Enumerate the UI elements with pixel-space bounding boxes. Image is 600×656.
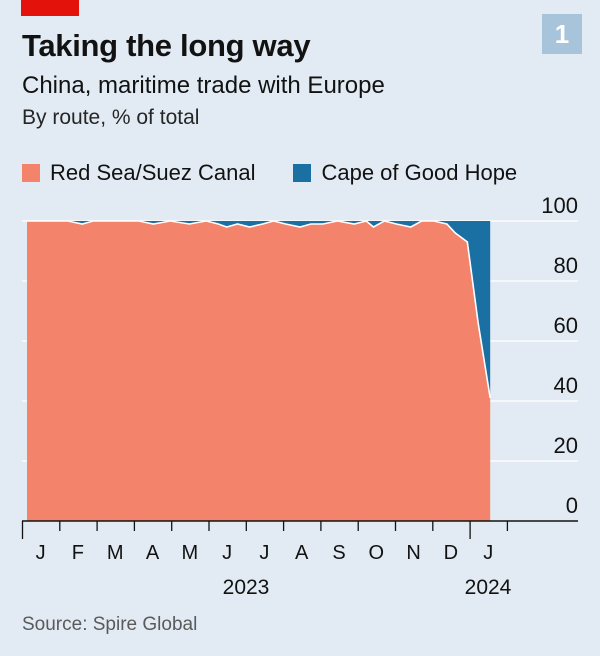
legend-item-cape: Cape of Good Hope xyxy=(293,160,517,186)
legend-swatch-cape xyxy=(293,164,312,182)
x-month-label: O xyxy=(369,542,385,564)
x-month-label: J xyxy=(259,542,269,564)
y-tick-label: 0 xyxy=(566,493,578,518)
x-year-label: 2023 xyxy=(223,576,270,599)
x-month-label: F xyxy=(72,542,84,564)
chart-subtitle: China, maritime trade with Europe xyxy=(22,72,385,99)
x-month-label: D xyxy=(444,542,458,564)
legend-label-cape: Cape of Good Hope xyxy=(321,160,518,185)
y-tick-label: 60 xyxy=(554,313,578,338)
legend-label-red-sea: Red Sea/Suez Canal xyxy=(50,160,256,185)
stacked-areas xyxy=(27,220,491,521)
x-month-label: J xyxy=(222,542,232,564)
y-tick-label: 80 xyxy=(554,253,578,278)
x-month-label: A xyxy=(146,542,160,564)
legend-swatch-red-sea xyxy=(22,164,40,182)
y-tick-label: 20 xyxy=(554,433,578,458)
x-month-label: M xyxy=(107,542,124,564)
y-tick-label: 100 xyxy=(541,193,578,218)
x-month-label: J xyxy=(483,542,493,564)
x-year-label: 2024 xyxy=(465,576,512,599)
x-month-label: A xyxy=(295,542,309,564)
area-red-sea-suez xyxy=(27,221,491,521)
chart-title: Taking the long way xyxy=(22,28,311,63)
x-month-label: M xyxy=(181,542,198,564)
x-month-label: S xyxy=(332,542,345,564)
source-note: Source: Spire Global xyxy=(22,614,198,635)
chart-units: By route, % of total xyxy=(22,106,200,129)
legend-item-red-sea: Red Sea/Suez Canal xyxy=(22,160,255,186)
legend: Red Sea/Suez Canal Cape of Good Hope xyxy=(22,160,555,186)
x-month-label: N xyxy=(406,542,420,564)
figure-number-badge: 1 xyxy=(542,14,582,54)
y-tick-label: 40 xyxy=(554,373,578,398)
x-month-label: J xyxy=(36,542,46,564)
series-divider-line xyxy=(27,220,491,399)
brand-tag xyxy=(21,0,79,16)
y-tick-labels: 0 20 40 60 80 100 xyxy=(541,193,578,518)
